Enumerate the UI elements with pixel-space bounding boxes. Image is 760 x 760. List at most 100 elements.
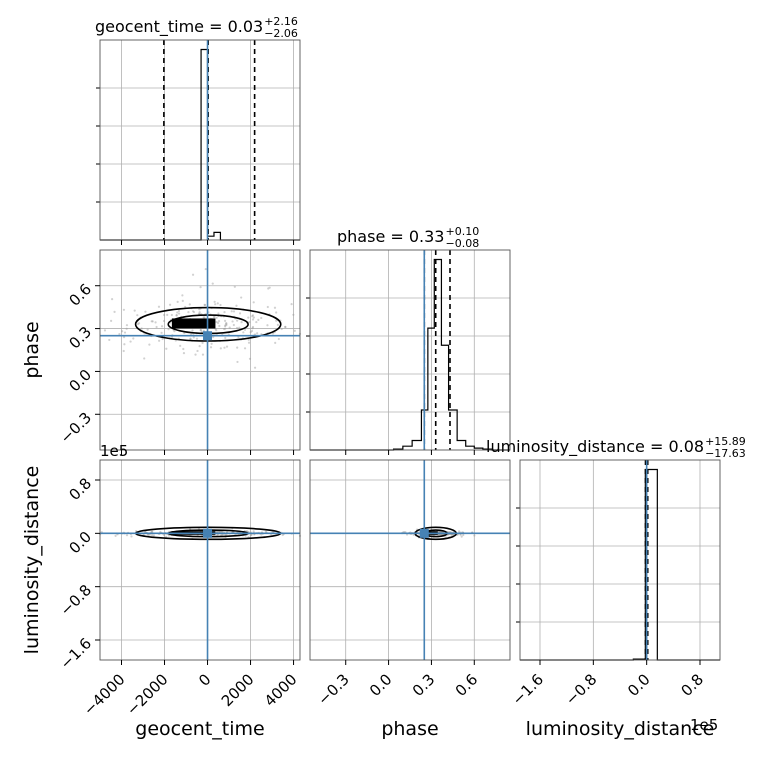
x-tick-label-geocent_time: −4000 [80, 670, 129, 719]
sample-point [152, 534, 155, 537]
sample-point [199, 329, 202, 332]
x-tick-label-luminosity_distance: 0.0 [624, 670, 654, 700]
panel-frame-geocent_time-luminosity_distance [99, 459, 301, 661]
sample-point [214, 303, 217, 306]
sample-point [228, 326, 231, 329]
sample-point [143, 357, 146, 360]
x-tick-label-luminosity_distance: −1.6 [509, 670, 547, 708]
sample-point [458, 530, 461, 533]
x-tick-label-luminosity_distance: 0.8 [677, 670, 707, 700]
sample-point [224, 327, 227, 330]
sample-point [251, 315, 254, 318]
sample-point [459, 533, 462, 536]
sample-point [247, 338, 250, 341]
y-axis-label-luminosity_distance: luminosity_distance [21, 466, 43, 655]
sample-point [268, 286, 271, 289]
sample-point [260, 316, 263, 320]
sample-point [130, 535, 133, 538]
sample-point [213, 315, 216, 318]
sample-point [122, 308, 126, 311]
sample-point [168, 303, 172, 306]
panel-frame-diag-phase [309, 249, 511, 451]
sample-point [123, 331, 127, 334]
sample-point [451, 534, 454, 537]
sample-point [108, 338, 111, 342]
sample-point [165, 535, 168, 538]
sample-point [144, 530, 147, 533]
sample-point [232, 310, 236, 313]
x-tick-label-luminosity_distance: −0.8 [562, 670, 600, 708]
sample-point [154, 321, 157, 324]
sample-point [175, 314, 178, 317]
sample-point [216, 530, 219, 533]
sample-point [114, 534, 117, 537]
panel-frame-phase-luminosity_distance [309, 459, 511, 661]
sample-point [177, 309, 181, 313]
sample-point [215, 316, 218, 319]
sample-point [181, 294, 184, 297]
sample-point [194, 353, 197, 356]
sample-point [177, 312, 181, 315]
sample-point [256, 332, 259, 335]
sample-point [166, 313, 169, 317]
histogram-luminosity_distance [520, 468, 720, 661]
sample-point [236, 319, 239, 322]
sample-point [217, 312, 220, 315]
sample-point [167, 328, 170, 331]
sample-point [267, 287, 270, 290]
title-minus-geocent_time: −2.06 [264, 27, 298, 40]
sample-point [251, 325, 255, 329]
sample-point [251, 318, 255, 321]
sample-point [273, 306, 277, 309]
sample-point [151, 530, 154, 533]
sample-point [252, 301, 255, 304]
sample-point [252, 530, 255, 533]
sample-point [224, 336, 227, 340]
sample-point [216, 321, 220, 325]
sample-point [118, 332, 121, 336]
sample-point [236, 346, 239, 349]
sample-point [211, 282, 214, 285]
sample-point [198, 345, 201, 348]
sample-point [266, 305, 269, 309]
sample-cloud-geocent_time-phase [103, 267, 302, 369]
y-tick-label-luminosity_distance: −0.8 [57, 581, 95, 619]
sample-point [187, 311, 190, 314]
sample-point [192, 336, 195, 339]
x-tick-label-geocent_time: 4000 [261, 670, 301, 710]
x-tick-label-phase: −0.3 [314, 670, 352, 708]
sample-point [218, 324, 221, 328]
sample-point [220, 533, 223, 537]
x-axis-label-geocent_time: geocent_time [135, 718, 264, 740]
sample-point [110, 319, 113, 322]
sample-point [204, 267, 207, 271]
sample-point [129, 340, 132, 343]
y-tick-label-luminosity_distance: 0.8 [65, 474, 95, 504]
sample-point [281, 533, 284, 537]
title-plus-phase: +0.10 [445, 225, 479, 238]
sample-point [209, 346, 213, 349]
x-offset-label: 1e5 [690, 716, 718, 734]
sample-point [155, 325, 158, 329]
sample-point [196, 349, 199, 353]
sample-point [191, 329, 194, 332]
sample-point [232, 323, 235, 327]
truth-point-geocent_time-luminosity_distance [203, 528, 213, 538]
sample-point [274, 341, 277, 344]
sample-point [456, 533, 459, 536]
sample-point [201, 341, 204, 344]
sample-point [203, 303, 206, 306]
density-core-geocent_time-phase [171, 318, 216, 329]
title-minus-luminosity_distance: −17.63 [705, 447, 746, 460]
sample-point [236, 360, 239, 364]
sample-point [240, 296, 243, 299]
sample-point [148, 343, 151, 346]
sample-point [224, 533, 227, 536]
sample-point [123, 343, 126, 346]
sample-point [175, 313, 178, 317]
sample-point [264, 530, 268, 533]
sample-point [249, 534, 252, 537]
sample-point [275, 311, 278, 314]
sample-point [284, 325, 287, 329]
